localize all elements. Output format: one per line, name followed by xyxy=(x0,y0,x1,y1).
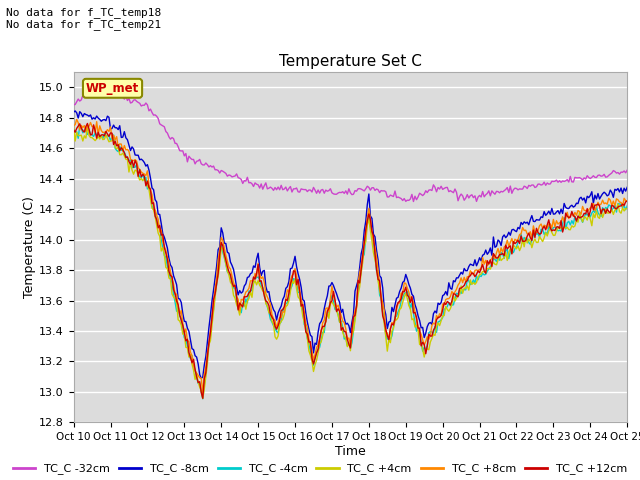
Text: WP_met: WP_met xyxy=(86,82,139,95)
Legend: TC_C -32cm, TC_C -8cm, TC_C -4cm, TC_C +4cm, TC_C +8cm, TC_C +12cm: TC_C -32cm, TC_C -8cm, TC_C -4cm, TC_C +… xyxy=(13,464,627,474)
X-axis label: Time: Time xyxy=(335,445,366,458)
Text: No data for f_TC_temp18: No data for f_TC_temp18 xyxy=(6,7,162,18)
Title: Temperature Set C: Temperature Set C xyxy=(279,54,422,70)
Y-axis label: Temperature (C): Temperature (C) xyxy=(23,196,36,298)
Text: No data for f_TC_temp21: No data for f_TC_temp21 xyxy=(6,19,162,30)
